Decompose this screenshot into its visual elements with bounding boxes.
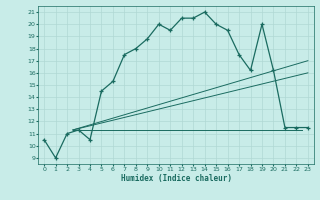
X-axis label: Humidex (Indice chaleur): Humidex (Indice chaleur) bbox=[121, 174, 231, 183]
